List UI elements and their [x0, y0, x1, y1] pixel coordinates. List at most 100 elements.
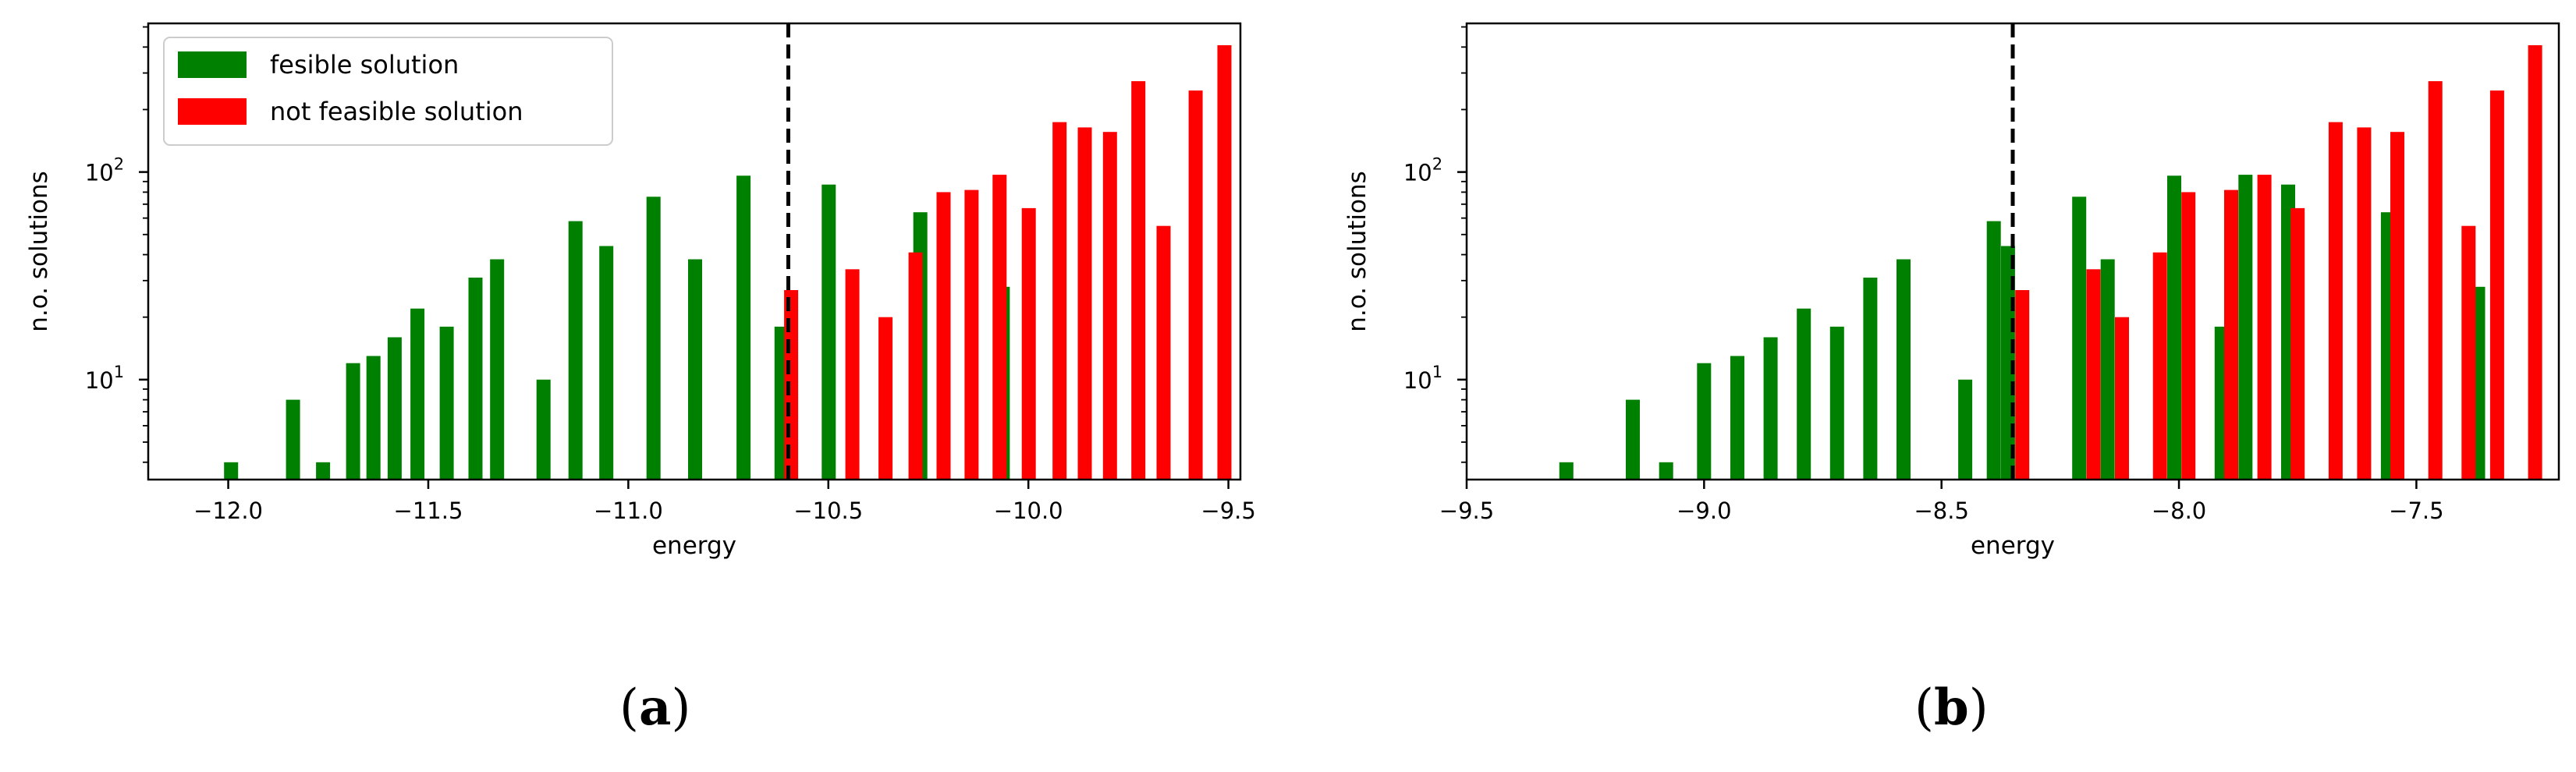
legend: fesible solution not feasible solution — [163, 37, 613, 146]
bar-not-feasible — [1131, 81, 1146, 480]
bar-not-feasible — [2015, 290, 2030, 480]
caption-a-letter: a — [638, 678, 672, 737]
bar-not-feasible — [2489, 90, 2504, 480]
y-tick-exponent: 2 — [1432, 155, 1442, 174]
bar-not-feasible — [1156, 225, 1171, 480]
bar-not-feasible — [2224, 189, 2238, 480]
y-tick-exponent: 2 — [114, 155, 124, 174]
axes-frame — [1465, 22, 2560, 481]
y-tick-label: 102 — [85, 155, 124, 186]
y-tick-base: 10 — [85, 367, 114, 394]
bar-feasible — [439, 326, 454, 480]
y-tick-exponent: 1 — [114, 363, 124, 381]
legend-label-feasible: fesible solution — [270, 50, 459, 80]
y-axis-label: n.o. solutions — [1343, 171, 1371, 332]
bar-feasible — [1659, 462, 1673, 480]
bar-not-feasible — [1021, 207, 1036, 480]
bar-feasible — [2072, 197, 2087, 480]
bar-not-feasible — [1102, 132, 1117, 480]
bar-not-feasible — [2428, 81, 2443, 480]
series-not-feasible — [784, 45, 1232, 480]
bar-feasible — [1559, 462, 1574, 480]
bar-not-feasible — [784, 290, 799, 480]
axes-frame — [147, 22, 1242, 481]
x-axis-label: energy — [1971, 532, 2055, 560]
bar-feasible — [286, 399, 300, 480]
x-tick-label: −11.0 — [594, 498, 663, 524]
bar-feasible — [688, 259, 702, 480]
y-axis-label: n.o. solutions — [25, 171, 53, 332]
bar-feasible — [1797, 308, 1811, 480]
bar-not-feasible — [2257, 175, 2272, 480]
bar-not-feasible — [1217, 45, 1232, 480]
bar-feasible — [1626, 399, 1640, 480]
bar-not-feasible — [2115, 317, 2129, 480]
bar-not-feasible — [992, 175, 1007, 480]
x-tick-label: −11.5 — [394, 498, 463, 524]
x-tick-label: −10.0 — [994, 498, 1063, 524]
bar-feasible — [410, 308, 425, 480]
legend-label-not-feasible: not feasible solution — [270, 97, 523, 126]
y-tick-label: 101 — [85, 363, 124, 394]
bar-not-feasible — [964, 189, 979, 480]
y-tick-exponent: 1 — [1432, 363, 1442, 381]
x-tick-label: −7.5 — [2389, 498, 2443, 524]
bar-not-feasible — [936, 192, 951, 480]
bar-feasible — [2167, 175, 2181, 480]
bar-feasible — [1863, 278, 1878, 480]
bar-feasible — [224, 462, 239, 480]
bar-feasible — [366, 356, 381, 480]
x-tick-label: −12.0 — [193, 498, 263, 524]
legend-swatch-not-feasible — [178, 98, 247, 125]
bar-not-feasible — [2461, 225, 2476, 480]
y-tick-base: 10 — [1403, 367, 1432, 394]
bar-feasible — [646, 197, 661, 480]
caption-b-letter: b — [1933, 678, 1969, 737]
bar-not-feasible — [2290, 207, 2305, 480]
y-tick-base: 10 — [1403, 160, 1432, 186]
bar-not-feasible — [1188, 90, 1203, 480]
bar-not-feasible — [845, 269, 860, 480]
x-tick-label: −9.5 — [1439, 498, 1494, 524]
bar-feasible — [2100, 259, 2115, 480]
bar-feasible — [316, 462, 331, 480]
bar-not-feasible — [2390, 132, 2404, 480]
x-tick-label: −9.5 — [1201, 498, 1255, 524]
x-tick-label: −10.5 — [793, 498, 863, 524]
bar-feasible — [490, 259, 505, 480]
bar-feasible — [821, 184, 836, 480]
bar-feasible — [1958, 379, 1973, 480]
bar-feasible — [1897, 259, 1911, 480]
bar-feasible — [736, 175, 751, 480]
caption-a: (a) — [619, 678, 691, 737]
series-not-feasible — [2015, 45, 2542, 480]
bar-feasible — [1829, 326, 1844, 480]
bar-feasible — [2238, 175, 2253, 480]
bar-not-feasible — [2528, 45, 2542, 480]
y-tick-label: 101 — [1403, 363, 1442, 394]
bar-feasible — [346, 363, 360, 480]
x-tick-label: −8.5 — [1914, 498, 1968, 524]
bar-not-feasible — [1052, 122, 1067, 480]
bar-not-feasible — [878, 317, 893, 480]
bar-not-feasible — [1077, 127, 1092, 480]
bar-feasible — [1986, 221, 2001, 480]
chart-panel-a: −12.0 −11.5 −11.0 −10.5 −10.0 −9.5101102energ… — [25, 22, 1256, 560]
bar-feasible — [1697, 363, 1712, 480]
caption-b: (b) — [1914, 678, 1989, 737]
bar-not-feasible — [2152, 252, 2167, 480]
legend-box — [163, 37, 613, 146]
y-tick-base: 10 — [85, 160, 114, 186]
bar-feasible — [536, 379, 551, 480]
bar-feasible — [1763, 337, 1778, 480]
bar-not-feasible — [2181, 192, 2196, 480]
bar-not-feasible — [2357, 127, 2372, 480]
x-axis-label: energy — [652, 532, 736, 560]
bar-feasible — [1730, 356, 1744, 480]
bar-not-feasible — [908, 252, 923, 480]
bar-feasible — [599, 246, 614, 480]
x-tick-label: −9.0 — [1677, 498, 1731, 524]
bar-not-feasible — [2328, 122, 2343, 480]
